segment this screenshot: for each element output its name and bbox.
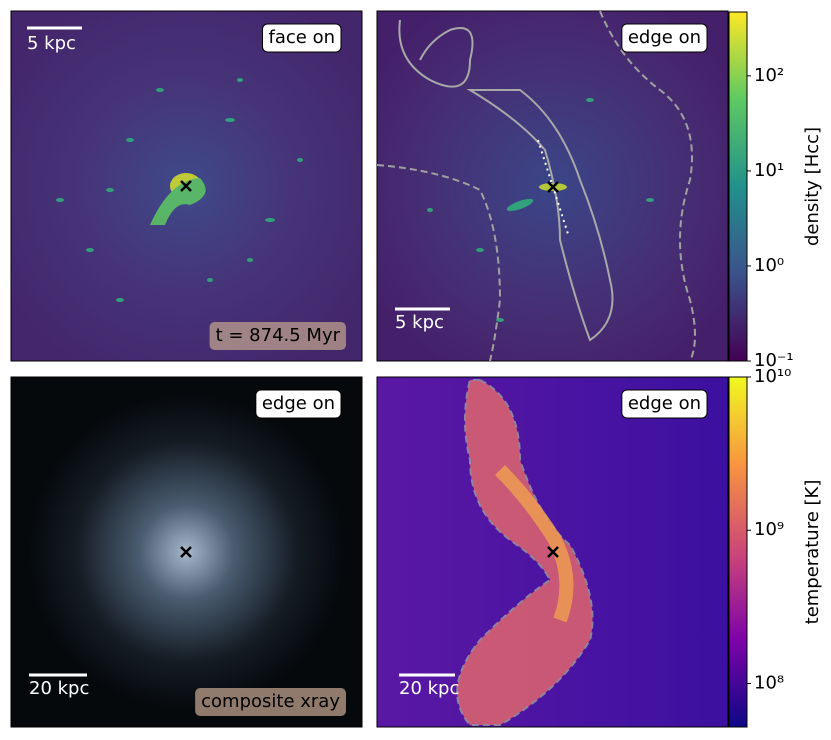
panel-label-box [621,389,708,419]
panel-annotation: composite xray [201,691,340,712]
panel-label-box [255,389,342,419]
panel-label-box [262,23,342,53]
scale-bar-label: 5 kpc [27,33,76,54]
colorbar-tick-label: 10⁰ [754,255,784,276]
scale-bar-label: 20 kpc [399,678,459,699]
panel-label: edge on [628,27,701,48]
panel-label-group: face on [262,23,342,53]
scale-bar-label: 20 kpc [29,678,89,699]
colorbar-tick-label: 10² [754,65,784,86]
center-marker [547,546,559,558]
panel-label-group: edge on [621,23,708,53]
colorbar-tick-label: 10⁻¹ [754,350,794,371]
colorbar [728,376,748,728]
panel-label: edge on [262,393,335,414]
panel-annotation-box [209,322,346,350]
panel-annotation: t = 874.5 Myr [216,325,341,346]
colorbar-label: density [Hcc] [802,127,823,246]
colorbar [728,11,748,362]
colorbar-tick-label: 10¹ [754,160,784,181]
panel-images [10,10,729,728]
colorbar-label: temperature [K] [802,480,823,625]
panel-label-group: edge on [255,389,342,419]
panel-label: edge on [628,393,701,414]
panel-annotation-box [195,688,346,716]
colorbar-tick-label: 10⁹ [754,519,784,540]
center-marker [180,546,192,558]
panel-label-box [621,23,708,53]
panel-annotation-group: composite xray [195,688,346,716]
panel-label: face on [269,27,335,48]
scale-bar-label: 5 kpc [395,312,444,333]
center-marker [180,180,192,192]
colorbar-tick-label: 10¹⁰ [754,366,791,387]
panel-annotation-group: t = 874.5 Myr [209,322,346,350]
colorbar-tick-label: 10⁸ [754,672,784,693]
center-marker [547,181,559,193]
panel-label-group: edge on [621,389,708,419]
